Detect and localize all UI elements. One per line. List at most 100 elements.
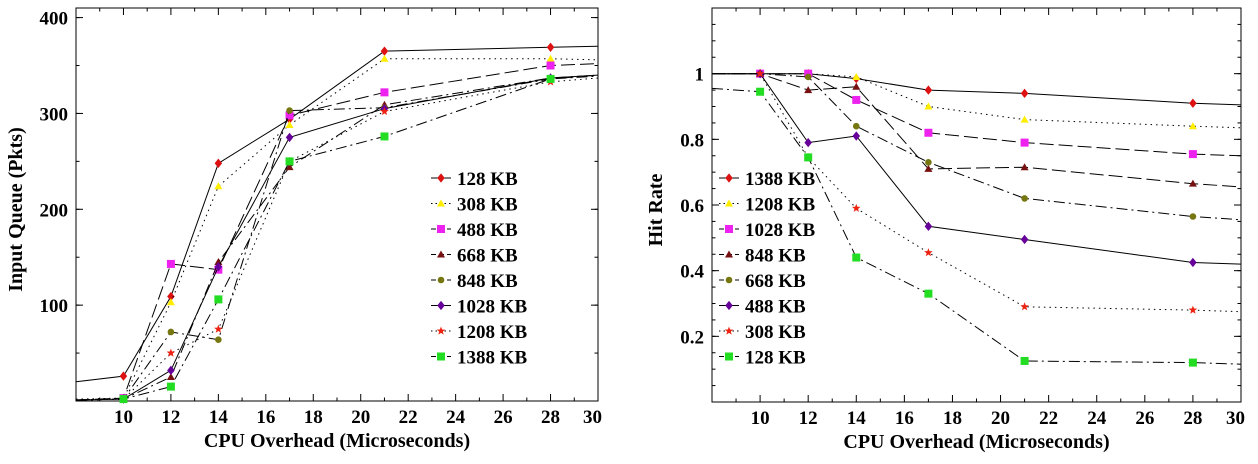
legend-marker: [437, 300, 445, 311]
legend-marker: [725, 276, 733, 284]
x-tick-label: 12: [161, 407, 180, 428]
legend: 1388 KB 1208 KB 1028 KB 848 KB 668 KB 488 KB 3…: [719, 169, 816, 369]
data-point: [380, 132, 389, 141]
data-point: [1188, 305, 1198, 314]
x-tick-label: 22: [399, 407, 418, 428]
data-point: [852, 122, 860, 130]
data-point: [285, 120, 294, 128]
x-axis-ticks: 10 12 14 16 18 20 22 24 26 28 30: [735, 8, 1245, 429]
series-group: [75, 42, 599, 404]
data-point: [285, 111, 294, 120]
data-point: [167, 365, 175, 376]
data-point: [756, 87, 765, 96]
data-point: [852, 253, 861, 262]
data-point: [546, 61, 555, 70]
data-point: [804, 153, 813, 162]
data-point: [804, 86, 813, 94]
legend-label: 1028 KB: [745, 220, 816, 241]
legend-label: 128 KB: [745, 348, 806, 369]
legend-label: 308 KB: [745, 322, 806, 343]
data-point: [1020, 234, 1029, 245]
legend-marker: [725, 250, 733, 258]
x-tick-label: 24: [446, 407, 466, 428]
x-tick-label: 16: [895, 408, 914, 429]
data-point: [924, 248, 933, 257]
data-point: [546, 54, 555, 62]
y-tick-label: 400: [40, 9, 69, 30]
y-axis-label: Hit Rate: [645, 174, 667, 247]
x-tick-label: 20: [991, 408, 1010, 429]
legend-label: 848 KB: [457, 271, 518, 292]
x-tick-label: 18: [304, 407, 323, 428]
legend-label: 1208 KB: [745, 195, 816, 216]
x-axis-ticks: 10 12 14 16 18 20 22 24 26 28 30: [99, 8, 602, 428]
legend-marker: [725, 225, 733, 233]
data-point: [1020, 302, 1029, 311]
data-point: [1189, 213, 1197, 220]
legend-label: 1208 KB: [457, 322, 528, 343]
legend-label: 1388 KB: [457, 348, 528, 369]
data-point: [119, 371, 128, 381]
y-tick-label: 100: [40, 296, 69, 317]
data-point: [166, 373, 175, 381]
data-point: [546, 74, 555, 83]
series-line-128-kb: [75, 45, 599, 383]
data-point: [1020, 115, 1029, 123]
data-point: [924, 221, 933, 232]
data-point: [852, 72, 861, 80]
data-point: [285, 157, 294, 166]
series-line-1028-kb: [712, 73, 1242, 157]
data-point: [1188, 358, 1197, 367]
data-point: [380, 54, 389, 62]
x-tick-label: 26: [494, 407, 513, 428]
legend-label: 1388 KB: [745, 169, 816, 190]
chart-panel-1: 10 12 14 16 18 20 22 24 26 28 30 100 200 300 400 CPU Ov…: [5, 7, 602, 452]
x-tick-label: 28: [1183, 408, 1202, 429]
data-point: [166, 298, 175, 306]
series-group: [711, 68, 1242, 367]
data-point: [1188, 122, 1197, 130]
legend-marker: [437, 225, 445, 233]
data-point: [1021, 195, 1028, 202]
x-tick-label: 28: [541, 407, 560, 428]
data-point: [1020, 356, 1029, 365]
data-point: [924, 102, 933, 110]
data-point: [1020, 163, 1029, 171]
x-axis-label: CPU Overhead (Microseconds): [204, 430, 470, 452]
data-point: [285, 163, 294, 171]
chart-panel-2: 10 12 14 16 18 20 22 24 26 28 30 0.2 0.4 0.6 0.8 1 CPU O…: [645, 7, 1245, 453]
legend: 128 KB 308 KB 488 KB 668 KB 848 KB 1028 KB 120…: [431, 169, 528, 369]
legend-marker: [725, 173, 733, 183]
y-tick-label: 0.2: [680, 327, 704, 348]
data-point: [214, 324, 223, 333]
y-axis-ticks: 100 200 300 400: [40, 9, 598, 354]
data-point: [285, 132, 294, 143]
legend-label: 1028 KB: [457, 297, 528, 318]
data-point: [167, 328, 175, 336]
series-line-848-kb: [712, 73, 1242, 188]
series-line-1388-kb: [75, 75, 599, 401]
data-point: [804, 73, 812, 81]
data-point: [755, 69, 765, 78]
data-point: [166, 259, 175, 268]
y-tick-label: 300: [40, 104, 69, 125]
legend-label: 488 KB: [745, 297, 806, 318]
x-tick-label: 30: [583, 407, 602, 428]
data-point: [924, 164, 933, 172]
y-tick-label: 1: [695, 65, 705, 86]
legend-marker: [437, 173, 445, 183]
data-point: [214, 158, 223, 168]
series-line-1388-kb: [712, 73, 1242, 106]
x-tick-label: 18: [943, 408, 962, 429]
data-point: [1189, 98, 1197, 108]
legend-marker: [437, 276, 445, 284]
data-point: [166, 348, 176, 357]
data-point: [166, 382, 175, 391]
x-axis-label: CPU Overhead (Microseconds): [843, 431, 1109, 453]
legend-label: 848 KB: [745, 246, 806, 267]
data-point: [925, 159, 932, 166]
y-tick-label: 0.4: [680, 262, 704, 283]
x-tick-label: 14: [847, 408, 867, 429]
series-line-668-kb: [75, 74, 599, 401]
data-point: [380, 107, 389, 116]
